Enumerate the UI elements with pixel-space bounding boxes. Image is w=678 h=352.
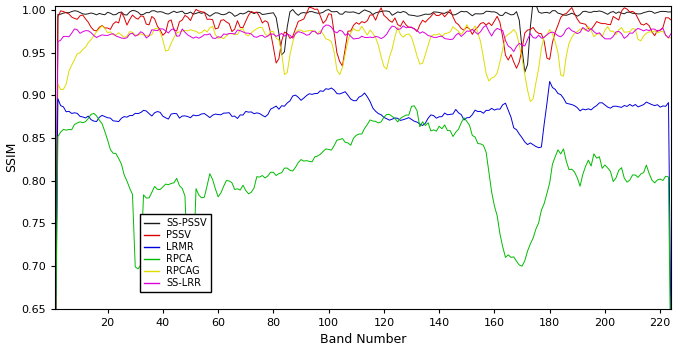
RPCA	[435, 124, 443, 128]
Line: LRMR: LRMR	[55, 81, 671, 352]
SS-LRR	[667, 31, 675, 36]
Line: SS-LRR: SS-LRR	[55, 25, 671, 352]
RPCAG	[433, 33, 441, 37]
SS-PSSV	[380, 9, 388, 13]
LRMR	[380, 115, 388, 120]
LRMR	[98, 113, 106, 118]
PSSV	[305, 5, 313, 9]
Line: RPCAG: RPCAG	[55, 25, 671, 352]
SS-PSSV	[186, 10, 195, 14]
LRMR	[106, 116, 115, 120]
SS-LRR	[382, 32, 391, 36]
LRMR	[433, 116, 441, 120]
PSSV	[186, 18, 195, 23]
RPCAG	[98, 24, 106, 28]
RPCAG	[186, 28, 195, 32]
SS-LRR	[106, 32, 115, 36]
X-axis label: Band Number: Band Number	[320, 333, 406, 346]
PSSV	[667, 18, 675, 22]
SS-PSSV	[433, 10, 441, 14]
RPCAG	[380, 64, 388, 69]
LRMR	[186, 115, 195, 120]
RPCAG	[106, 30, 115, 34]
RPCA	[186, 266, 195, 270]
SS-LRR	[186, 34, 195, 39]
Y-axis label: SSIM: SSIM	[5, 142, 18, 172]
Line: SS-PSSV: SS-PSSV	[55, 1, 671, 352]
SS-PSSV	[529, 0, 537, 4]
SS-PSSV	[654, 10, 662, 14]
PSSV	[98, 23, 106, 27]
SS-LRR	[435, 34, 443, 39]
Line: RPCA: RPCA	[55, 106, 671, 352]
PSSV	[435, 13, 443, 18]
RPCA	[98, 121, 106, 126]
SS-PSSV	[106, 11, 115, 15]
SS-PSSV	[98, 12, 106, 16]
PSSV	[106, 27, 115, 31]
LRMR	[654, 103, 662, 107]
SS-LRR	[322, 23, 330, 27]
RPCAG	[462, 23, 471, 27]
Legend: SS-PSSV, PSSV, LRMR, RPCA, RPCAG, SS-LRR: SS-PSSV, PSSV, LRMR, RPCA, RPCAG, SS-LRR	[140, 214, 211, 292]
PSSV	[654, 29, 662, 33]
RPCA	[410, 104, 418, 108]
RPCA	[654, 178, 662, 182]
SS-LRR	[654, 29, 662, 33]
LRMR	[546, 79, 554, 83]
SS-LRR	[98, 33, 106, 37]
PSSV	[382, 15, 391, 20]
RPCA	[106, 147, 115, 152]
RPCA	[380, 115, 388, 119]
LRMR	[51, 351, 59, 352]
Line: PSSV: PSSV	[55, 7, 671, 352]
RPCAG	[654, 31, 662, 35]
RPCAG	[667, 36, 675, 40]
SS-PSSV	[667, 10, 675, 14]
